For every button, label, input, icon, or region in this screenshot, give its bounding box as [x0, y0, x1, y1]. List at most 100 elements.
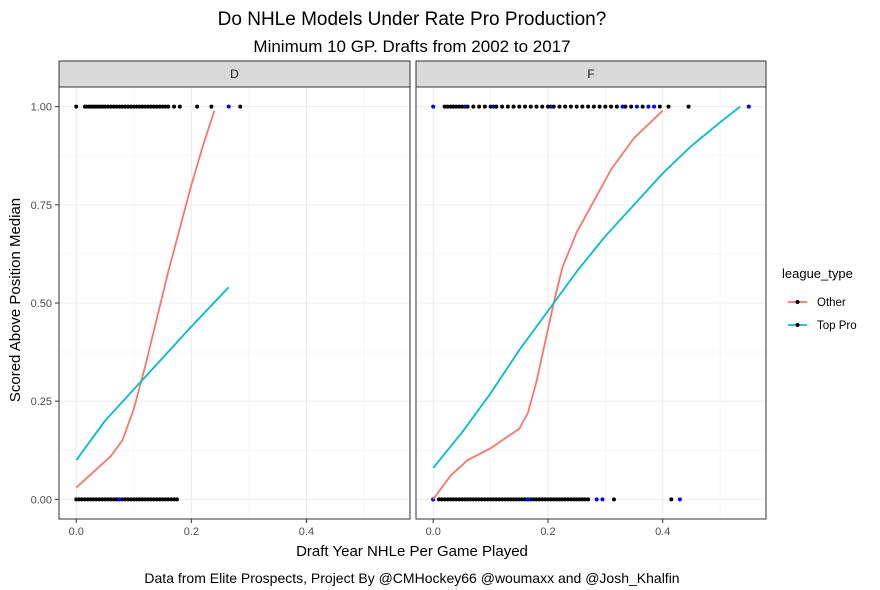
data-point	[146, 104, 151, 109]
data-point	[462, 104, 467, 109]
data-point	[551, 104, 556, 109]
data-point	[563, 104, 568, 109]
data-point	[465, 104, 470, 109]
data-point	[459, 497, 464, 502]
data-point	[540, 104, 545, 109]
data-point	[459, 104, 464, 109]
data-point	[436, 497, 441, 502]
data-point	[151, 104, 156, 109]
y-tick-label: 0.75	[31, 200, 52, 212]
facet-d: D 0.0 0.2 0.4 0.00 0.25 0.50 0.75 1.00	[31, 60, 411, 538]
data-point	[477, 497, 482, 502]
series-line-other	[432, 109, 664, 500]
data-point	[143, 104, 148, 109]
data-point	[528, 104, 533, 109]
data-point	[500, 104, 505, 109]
data-point	[485, 497, 490, 502]
data-point	[477, 104, 482, 109]
data-point	[600, 497, 605, 502]
panel-border	[415, 86, 767, 520]
data-point	[520, 497, 525, 502]
data-point	[614, 104, 619, 109]
data-point	[666, 104, 671, 109]
chart-subtitle: Minimum 10 GP. Drafts from 2002 to 2017	[253, 37, 570, 56]
data-point	[560, 497, 565, 502]
data-point	[623, 104, 628, 109]
data-point	[457, 104, 462, 109]
data-point	[523, 497, 528, 502]
data-point	[494, 497, 499, 502]
data-point	[505, 104, 510, 109]
data-point	[134, 104, 139, 109]
data-point	[82, 497, 87, 502]
data-point	[545, 497, 550, 502]
data-point	[586, 497, 591, 502]
data-point	[620, 104, 625, 109]
data-point	[126, 497, 131, 502]
data-point	[439, 497, 444, 502]
data-point	[677, 497, 682, 502]
data-point	[500, 497, 505, 502]
y-tick-label: 0.25	[31, 396, 52, 408]
data-point	[543, 497, 548, 502]
facet-strip-label: D	[230, 67, 239, 81]
data-point	[634, 104, 639, 109]
data-point	[88, 497, 93, 502]
data-point	[594, 497, 599, 502]
legend-label: Other	[817, 297, 846, 309]
data-point	[597, 104, 602, 109]
data-point	[488, 104, 493, 109]
data-point	[117, 497, 122, 502]
data-point	[128, 104, 133, 109]
data-point	[120, 497, 125, 502]
x-tick-label: 0.0	[426, 526, 441, 538]
data-point	[137, 104, 142, 109]
data-point	[511, 104, 516, 109]
facet-f: F 0.0 0.2 0.4	[415, 60, 767, 538]
data-point	[471, 104, 476, 109]
data-point	[531, 497, 536, 502]
data-point	[114, 497, 119, 502]
data-point	[91, 497, 96, 502]
data-point	[580, 104, 585, 109]
data-point	[563, 497, 568, 502]
data-point	[457, 497, 462, 502]
data-point	[534, 104, 539, 109]
data-point	[451, 104, 456, 109]
y-tick-label: 0.50	[31, 298, 52, 310]
data-point	[528, 497, 533, 502]
data-point	[126, 104, 131, 109]
facet-strip	[58, 60, 411, 88]
data-point	[160, 104, 165, 109]
x-tick-label: 0.2	[184, 526, 199, 538]
data-point	[174, 497, 179, 502]
data-point	[140, 104, 145, 109]
data-point	[157, 104, 162, 109]
data-point	[571, 497, 576, 502]
data-point	[163, 104, 168, 109]
data-point	[108, 104, 113, 109]
data-point	[591, 104, 596, 109]
data-point	[108, 497, 113, 502]
x-tick-label: 0.4	[299, 526, 314, 538]
data-point	[105, 497, 110, 502]
data-point	[580, 497, 585, 502]
data-point	[111, 104, 116, 109]
data-point	[568, 497, 573, 502]
data-point	[652, 104, 657, 109]
legend-key-point	[795, 300, 800, 304]
data-point	[551, 497, 556, 502]
data-point	[523, 104, 528, 109]
data-point	[746, 104, 751, 109]
data-point	[103, 497, 108, 502]
data-point	[97, 497, 102, 502]
data-point	[103, 104, 108, 109]
data-point	[445, 104, 450, 109]
data-point	[154, 497, 159, 502]
data-point	[609, 104, 614, 109]
chart-caption: Data from Elite Prospects, Project By @C…	[144, 570, 679, 586]
y-tick-label: 1.00	[31, 102, 52, 114]
data-point	[525, 497, 530, 502]
data-point	[226, 104, 231, 109]
